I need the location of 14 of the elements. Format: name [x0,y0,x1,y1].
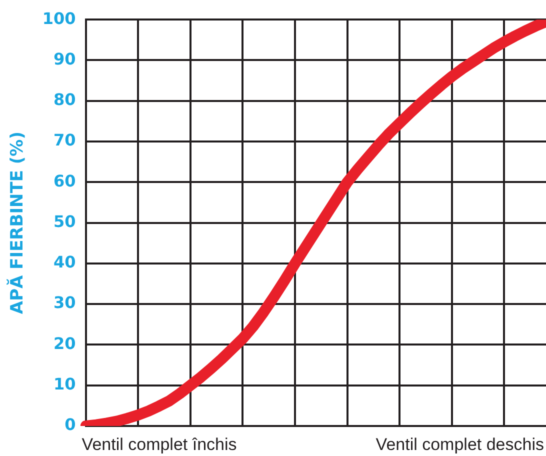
y-tick-label: 20 [54,334,76,353]
y-axis-title: APĂ FIERBINTE (%) [6,132,28,314]
y-tick-label: 90 [54,49,76,68]
y-tick-label: 0 [64,415,76,434]
y-tick-label: 40 [54,252,76,272]
y-tick-label: 10 [54,374,76,394]
y-tick-label: 100 [42,8,76,28]
y-tick-label: 70 [54,130,76,150]
y-tick-label: 50 [54,212,76,231]
y-tick-label: 80 [54,90,76,110]
text: Ventil complet închis [82,435,237,454]
text: Ventil complet deschis [376,435,544,454]
y-tick-label: 60 [54,171,76,190]
y-tick-label: 30 [54,293,76,312]
